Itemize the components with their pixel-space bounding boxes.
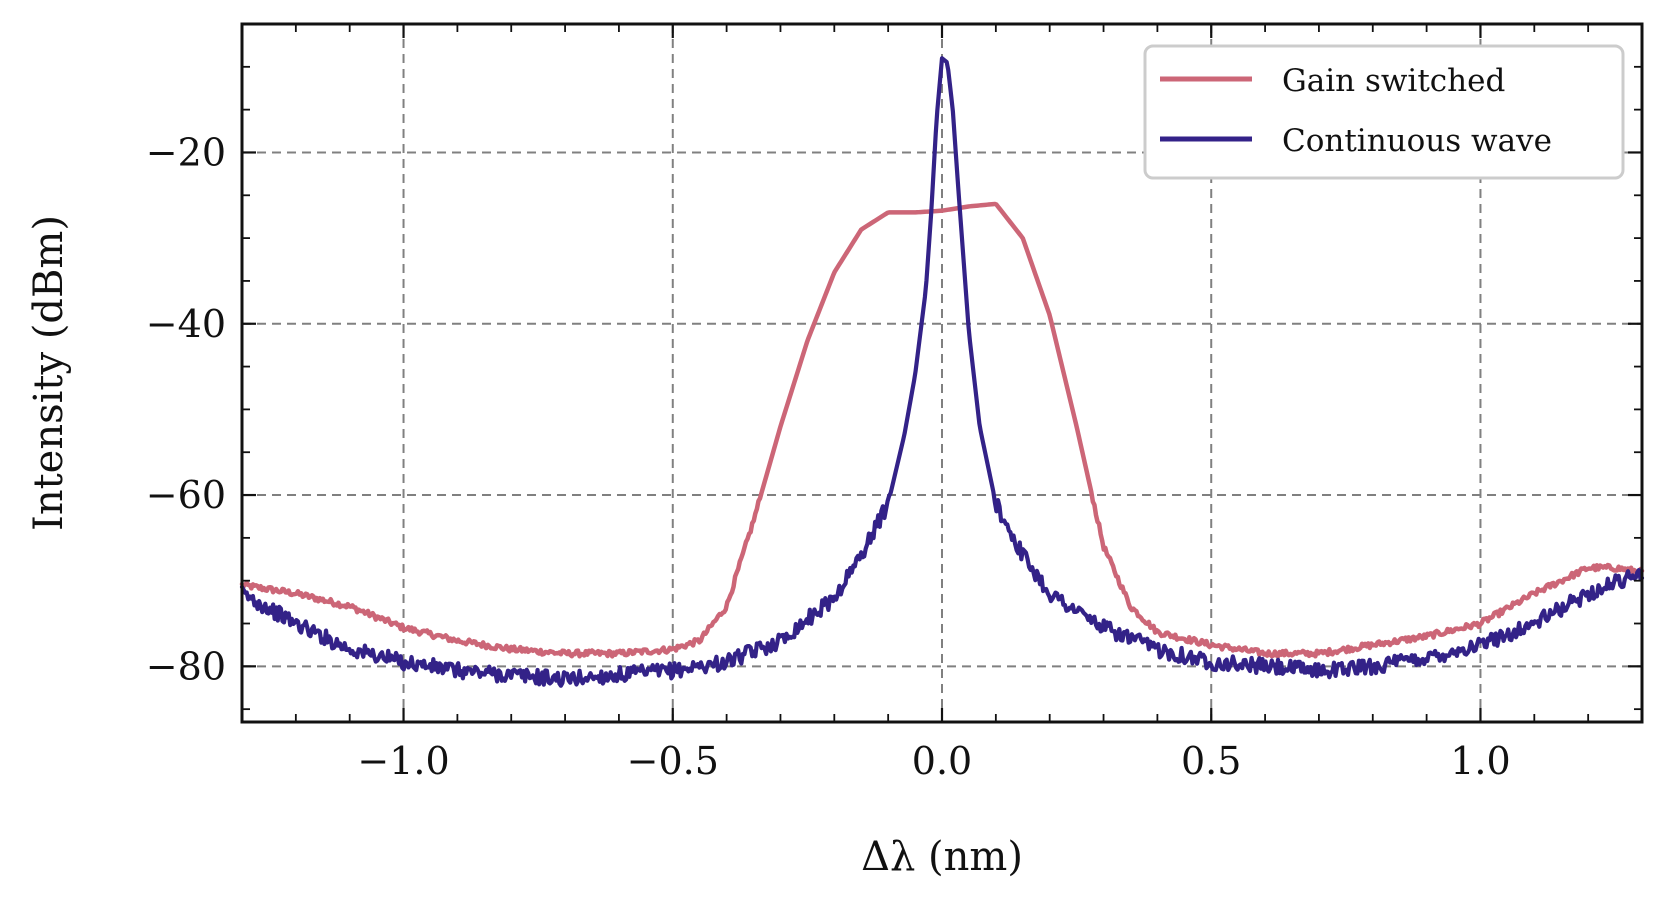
legend: Gain switched Continuous wave [1143,44,1625,180]
legend-label-continuous-wave: Continuous wave [1282,123,1552,159]
y-tick-label: −80 [146,644,226,688]
series-line-continuous-wave [239,56,1645,688]
x-tick-label: 0.0 [912,739,972,783]
y-axis-label: Intensity (dBm) [26,215,72,531]
legend-box [1143,44,1625,180]
x-axis-label: Δλ (nm) [861,834,1023,880]
legend-label-gain-switched: Gain switched [1282,63,1505,99]
series-line-gain-switched [239,201,1645,659]
x-tick-label: −1.0 [357,739,449,783]
y-tick-label: −20 [146,130,226,174]
y-tick-label: −60 [146,473,226,517]
series-lines [239,56,1645,688]
x-tick-label: 0.5 [1181,739,1241,783]
y-tick-label: −40 [146,302,226,346]
axis-ticks [241,23,1643,722]
tick-labels: −1.0 −0.5 0.0 0.5 1.0 −80 −60 −40 −20 [146,130,1511,783]
x-tick-label: −0.5 [627,739,719,783]
x-tick-label: 1.0 [1450,739,1510,783]
